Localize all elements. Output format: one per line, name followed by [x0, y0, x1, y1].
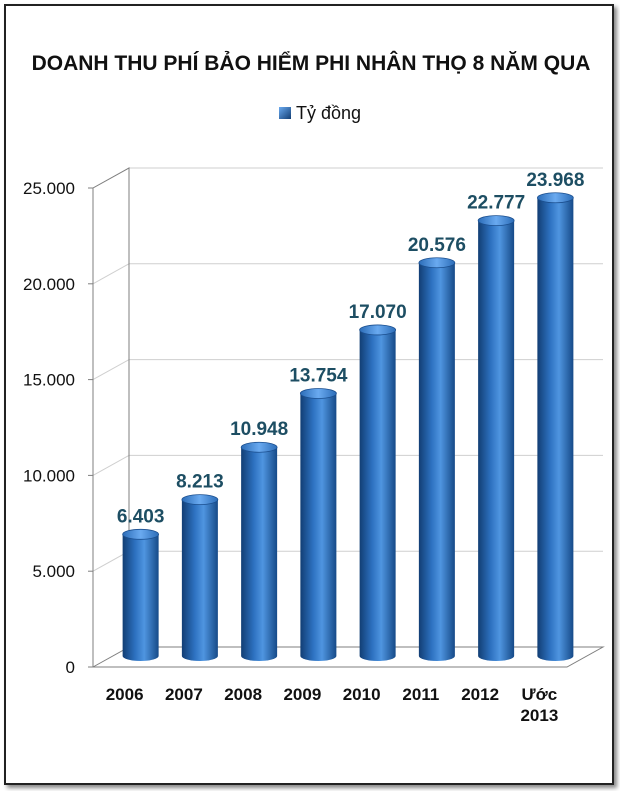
y-tick-label: 20.000	[23, 275, 75, 294]
bar-cap	[536, 192, 574, 204]
bar-body	[300, 393, 337, 661]
x-tick-label: 2009	[283, 685, 321, 704]
x-tick-label: 2008	[224, 685, 262, 704]
legend-swatch	[279, 107, 291, 119]
legend-label: Tỷ đồng	[296, 103, 361, 123]
bar	[477, 215, 515, 661]
y-axis-wall	[92, 167, 130, 667]
bar	[418, 257, 456, 661]
bar-cap	[122, 528, 160, 540]
data-label: 8.213	[176, 472, 224, 493]
y-axis-ticks: 0 5.000 10.000 15.000 20.000 25.000	[23, 179, 93, 677]
bar	[122, 528, 160, 661]
y-tick-label: 15.000	[23, 371, 75, 390]
bar-body	[418, 262, 455, 661]
data-labels: 6.403 8.213 10.948 13.754 17.070 20.57622.777…	[117, 170, 585, 528]
y-tick-label: 10.000	[23, 466, 75, 485]
bar-cap	[299, 388, 337, 399]
data-label: 10.948	[230, 419, 288, 440]
bar-body	[359, 329, 396, 661]
bar-body	[122, 534, 159, 661]
bar	[181, 494, 219, 661]
bar-cap	[359, 324, 397, 336]
bar-cap	[240, 441, 278, 453]
y-tick-label: 25.000	[23, 179, 75, 198]
gridline	[92, 454, 603, 476]
x-tick-label: 2012	[461, 685, 499, 704]
axes	[91, 167, 605, 668]
bar	[359, 324, 397, 661]
x-tick-label: 2006	[106, 685, 144, 704]
data-label: 22.777	[467, 193, 525, 214]
bar-cap	[181, 494, 219, 506]
gridline	[92, 263, 603, 285]
bar-body	[537, 197, 574, 661]
data-label: 6.403	[117, 506, 165, 527]
bar-body	[181, 499, 218, 661]
bar-cap	[418, 257, 456, 269]
gridline	[92, 359, 603, 381]
bar-body	[478, 220, 515, 661]
bar-cap	[477, 215, 515, 226]
y-tick-label: 0	[66, 658, 75, 677]
bar-body	[241, 447, 278, 661]
x-tick-label: 2011	[402, 685, 439, 704]
x-tick-label: 2010	[343, 685, 381, 704]
x-tick-label: 2007	[165, 685, 203, 704]
x-axis-ticks: 2006 2007 2008 2009 2010 2011 2012 Ước 2013	[106, 685, 559, 725]
gridline	[92, 550, 603, 572]
bar	[536, 192, 574, 661]
bars	[122, 192, 574, 661]
data-label: 17.070	[349, 302, 407, 323]
chart-title: DOANH THU PHÍ BẢO HIỂM PHI NHÂN THỌ 8 NĂ…	[32, 51, 591, 75]
y-tick-label: 5.000	[32, 562, 75, 581]
data-label: 20.576	[408, 235, 466, 256]
bar	[299, 388, 337, 661]
x-tick-label: Ước 2013	[520, 685, 558, 725]
data-label: 23.968	[526, 170, 584, 191]
x-axis-floor	[91, 646, 605, 668]
data-label: 13.754	[289, 365, 348, 386]
bar	[240, 441, 278, 661]
gridlines	[92, 167, 603, 572]
legend: Tỷ đồng	[279, 103, 361, 123]
